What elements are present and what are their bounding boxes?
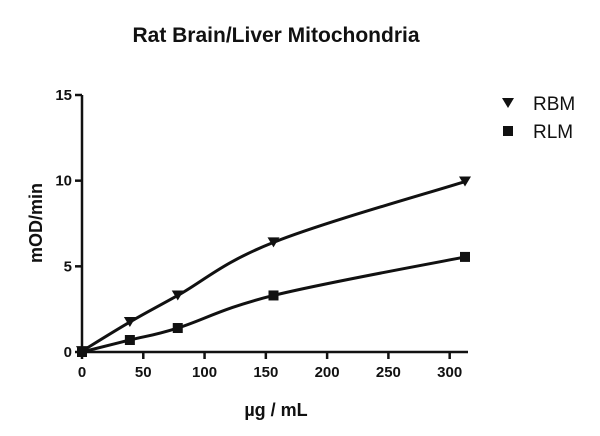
data-point-rlm [77,347,87,357]
x-axis-label: µg / mL [244,400,307,420]
series-layer [76,176,471,357]
data-point-rlm [124,335,135,346]
legend-item-rbm: RBM [502,94,575,115]
series-line-rlm [81,255,466,354]
legend-marker-rbm [502,98,514,108]
data-point-rbm [267,237,280,248]
data-point-rbm [459,176,471,187]
legend-label-rlm: RLM [533,122,573,143]
data-point-rlm [268,290,279,301]
x-tick-label: 50 [135,364,152,381]
x-tick-label: 200 [315,364,340,381]
x-tick-label: 250 [376,364,401,381]
y-tick-label: 0 [64,344,72,361]
series-rlm [77,251,470,357]
x-ticks: 0 50 100 150 200 250 300 [78,352,462,381]
y-axis-label: mOD/min [26,183,46,263]
y-tick-label: 5 [64,258,72,275]
x-tick-label: 100 [192,364,217,381]
series-line-rbm [81,180,466,353]
x-tick-label: 300 [437,364,462,381]
legend-item-rlm: RLM [503,122,573,143]
chart-title: Rat Brain/Liver Mitochondria [132,24,419,47]
y-ticks: 0 5 10 15 [55,87,82,361]
legend: RBM RLM [502,94,575,143]
legend-marker-rlm [503,126,513,136]
y-tick-label: 15 [55,87,72,104]
axes [80,95,468,354]
data-point-rbm [123,317,136,328]
y-tick-label: 10 [55,173,72,190]
data-point-rlm [460,251,470,262]
data-point-rlm [172,323,183,334]
x-tick-label: 150 [253,364,278,381]
data-point-rbm [171,290,184,301]
x-tick-label: 0 [78,364,86,381]
legend-label-rbm: RBM [533,94,575,115]
